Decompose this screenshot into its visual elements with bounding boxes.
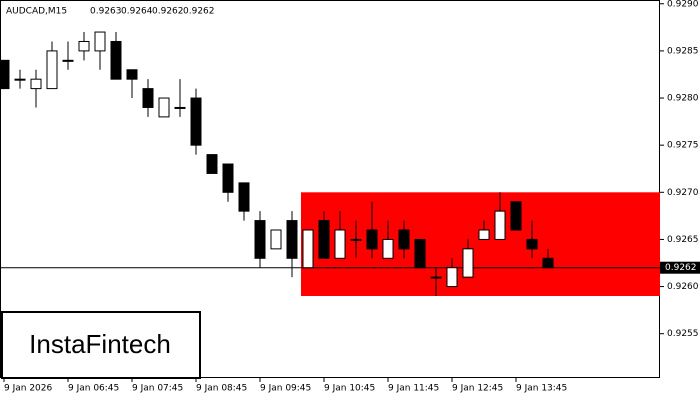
candle-body [318,220,330,259]
y-tick-label: 0.9255 [667,329,699,339]
price-label: 0.9262 [665,263,697,273]
candle-body [366,229,378,250]
candle-body [542,257,554,269]
y-tick-label: 0.9260 [667,282,699,292]
candle-body [270,229,282,250]
x-tick-label: 9 Jan 06:45 [68,384,119,394]
candle-body [350,238,362,241]
x-tick-label: 9 Jan 07:45 [132,384,183,394]
candle-body [430,276,442,279]
candle-body [286,220,298,259]
candle-body [510,201,522,231]
x-tick-label: 9 Jan 13:45 [516,384,567,394]
x-tick-label: 9 Jan 10:45 [324,384,375,394]
candle-body [206,154,218,174]
y-tick-label: 0.9285 [667,46,699,56]
x-tick-label: 9 Jan 12:45 [452,384,503,394]
x-tick-label: 9 Jan 11:45 [388,384,439,394]
y-tick-label: 0.9280 [667,94,699,104]
candle-body [446,267,458,288]
y-tick-label: 0.9265 [667,235,699,245]
candle-body [142,88,154,108]
candle-body [222,163,234,193]
candle-body [398,229,410,250]
pattern-zone [301,192,660,296]
candle-body [238,182,250,212]
candle-body [94,31,106,52]
title-value: 0.9262 [183,7,215,17]
candle-body [462,248,474,278]
candle-body [62,59,74,62]
candle-body [46,50,58,90]
watermark-box [1,311,201,379]
candle-body [382,238,394,259]
candle-body [526,238,538,250]
x-tick-label: 9 Jan 2026 [4,384,52,394]
watermark: InstaFintech [1,311,201,379]
candle-body [0,59,10,90]
candle-body [494,210,506,240]
candle-body [126,69,138,80]
x-tick-label: 9 Jan 09:45 [260,384,311,394]
price-label-box [660,261,700,274]
candle-body [158,97,170,118]
y-tick-label: 0.9290 [667,0,699,9]
candle-body [190,97,202,146]
candle-body [334,229,346,259]
candle-body [14,78,26,81]
y-tick-label: 0.9270 [667,188,699,198]
chart-title: AUDCAD,M15 [6,7,67,17]
watermark-text: InstaFintech [29,329,171,359]
title-value: 0.9264 [121,7,153,17]
candle-body [110,40,122,80]
candle-body [414,238,426,269]
candle-body [478,229,490,240]
x-tick-label: 9 Jan 08:45 [196,384,247,394]
y-tick-label: 0.9275 [667,141,699,151]
candle-body [78,40,90,52]
candle-body [30,78,42,90]
candle-body [302,229,314,269]
candle-body [174,106,186,109]
title-value: 0.9262 [152,7,184,17]
title-value: 0.9263 [90,7,122,17]
candle-body [254,220,266,259]
